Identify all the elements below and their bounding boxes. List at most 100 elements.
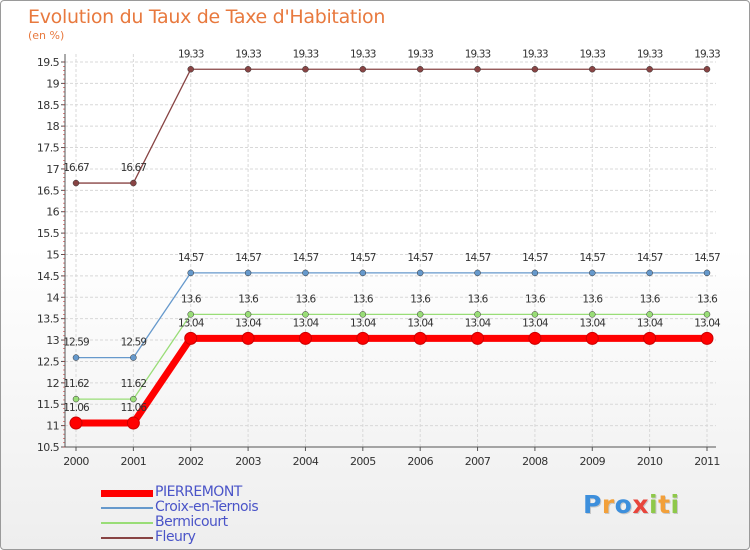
chart-title: Evolution du Taux de Taxe d'Habitation xyxy=(28,6,386,28)
data-point-pierremont xyxy=(700,331,714,345)
data-label-pierremont: 13.04 xyxy=(579,317,606,329)
data-label-croix-en-ternois: 14.57 xyxy=(694,252,720,264)
data-label-pierremont: 13.04 xyxy=(407,317,434,329)
data-point-croix-en-ternois xyxy=(416,269,424,277)
data-point-pierremont xyxy=(126,416,140,430)
logo-letter: t xyxy=(658,490,671,519)
data-label-croix-en-ternois: 12.59 xyxy=(63,337,89,349)
data-label-pierremont: 13.04 xyxy=(522,317,549,329)
data-label-fleury: 16.67 xyxy=(63,162,89,174)
data-point-fleury xyxy=(703,66,711,73)
data-label-fleury: 19.33 xyxy=(407,48,433,60)
data-label-pierremont: 13.04 xyxy=(694,317,721,329)
data-label-bermicourt: 13.6 xyxy=(525,293,546,305)
x-tick-label: 2011 xyxy=(694,455,720,468)
y-tick-label: 16 xyxy=(46,206,59,219)
data-label-fleury: 19.33 xyxy=(293,48,319,60)
data-label-bermicourt: 13.6 xyxy=(468,293,489,305)
x-tick-label: 2001 xyxy=(121,455,147,468)
y-tick-label: 11 xyxy=(46,420,59,433)
y-tick-label: 12.5 xyxy=(37,355,60,368)
legend-swatch-fleury xyxy=(101,537,153,539)
y-tick-label: 19 xyxy=(46,77,59,90)
data-point-fleury xyxy=(531,66,539,73)
y-tick-label: 18 xyxy=(46,120,59,133)
logo-letter: o xyxy=(614,490,633,519)
logo-letter: r xyxy=(601,490,615,519)
series-line-bermicourt xyxy=(76,313,707,400)
data-point-fleury xyxy=(416,66,424,73)
data-point-bermicourt xyxy=(589,311,596,318)
data-label-pierremont: 13.04 xyxy=(637,317,664,329)
data-point-bermicourt xyxy=(474,311,481,318)
data-label-pierremont: 13.04 xyxy=(350,317,377,329)
data-label-pierremont: 13.04 xyxy=(465,317,492,329)
logo-letter: i xyxy=(649,490,659,519)
data-label-croix-en-ternois: 14.57 xyxy=(637,252,663,264)
data-label-fleury: 19.33 xyxy=(465,48,491,60)
data-point-pierremont xyxy=(643,331,657,345)
data-label-croix-en-ternois: 14.57 xyxy=(235,252,261,264)
data-label-bermicourt: 11.62 xyxy=(121,378,147,390)
y-tick-label: 15.5 xyxy=(37,227,60,240)
x-tick-label: 2007 xyxy=(465,455,491,468)
data-label-fleury: 19.33 xyxy=(350,48,376,60)
series-line-pierremont xyxy=(76,334,707,427)
x-tick-label: 2008 xyxy=(522,455,548,468)
y-tick-label: 17.5 xyxy=(37,142,60,155)
y-tick-label: 14 xyxy=(46,291,59,304)
data-point-pierremont xyxy=(528,331,542,345)
data-label-bermicourt: 13.6 xyxy=(582,293,603,305)
data-point-croix-en-ternois xyxy=(589,269,596,277)
y-tick-label: 13.5 xyxy=(37,313,60,326)
x-tick-label: 2006 xyxy=(407,455,433,468)
data-point-fleury xyxy=(244,66,252,73)
data-label-bermicourt: 13.6 xyxy=(410,293,431,305)
legend-swatch-croix-en-ternois xyxy=(101,507,153,509)
data-point-fleury xyxy=(72,179,80,187)
y-tick-label: 12 xyxy=(46,377,59,390)
data-label-bermicourt: 13.6 xyxy=(181,293,202,305)
data-label-bermicourt: 13.6 xyxy=(697,293,718,305)
data-point-croix-en-ternois xyxy=(474,269,481,277)
series-line-croix-en-ternois xyxy=(76,272,707,359)
x-tick-label: 2000 xyxy=(63,455,89,468)
proxiti-logo: Proxiti xyxy=(583,490,680,519)
data-point-pierremont xyxy=(471,331,485,345)
data-point-pierremont xyxy=(413,331,427,345)
data-label-pierremont: 13.04 xyxy=(293,317,320,329)
y-tick-label: 18.5 xyxy=(37,99,60,112)
data-label-croix-en-ternois: 14.57 xyxy=(579,252,605,264)
legend-label-pierremont: PIERREMONT xyxy=(155,484,242,500)
legend-swatch-pierremont xyxy=(101,490,153,497)
data-label-croix-en-ternois: 12.59 xyxy=(121,337,147,349)
data-point-bermicourt xyxy=(359,311,367,318)
data-label-bermicourt: 13.6 xyxy=(238,293,259,305)
data-label-croix-en-ternois: 14.57 xyxy=(407,252,433,264)
x-tick-label: 2003 xyxy=(235,455,261,468)
x-tick-label: 2009 xyxy=(579,455,605,468)
data-point-croix-en-ternois xyxy=(703,269,711,277)
legend-label-croix-en-ternois: Croix-en-Ternois xyxy=(155,499,259,515)
y-tick-label: 13 xyxy=(46,334,59,347)
data-point-bermicourt xyxy=(302,311,309,318)
data-label-pierremont: 11.06 xyxy=(121,402,148,414)
data-label-bermicourt: 13.6 xyxy=(353,293,374,305)
x-tick-label: 2002 xyxy=(178,455,204,468)
data-point-bermicourt xyxy=(244,311,252,318)
x-tick-label: 2010 xyxy=(637,455,663,468)
data-label-bermicourt: 13.6 xyxy=(296,293,317,305)
data-point-pierremont xyxy=(184,331,198,345)
y-tick-label: 11.5 xyxy=(37,398,60,411)
logo-letter: x xyxy=(632,490,649,519)
data-label-croix-en-ternois: 14.57 xyxy=(522,252,548,264)
data-point-pierremont xyxy=(69,416,83,430)
data-label-croix-en-ternois: 14.57 xyxy=(465,252,491,264)
data-label-bermicourt: 11.62 xyxy=(63,378,89,390)
data-label-croix-en-ternois: 14.57 xyxy=(178,252,204,264)
y-tick-label: 14.5 xyxy=(37,270,60,283)
data-point-fleury xyxy=(589,66,596,73)
data-point-bermicourt xyxy=(416,311,424,318)
